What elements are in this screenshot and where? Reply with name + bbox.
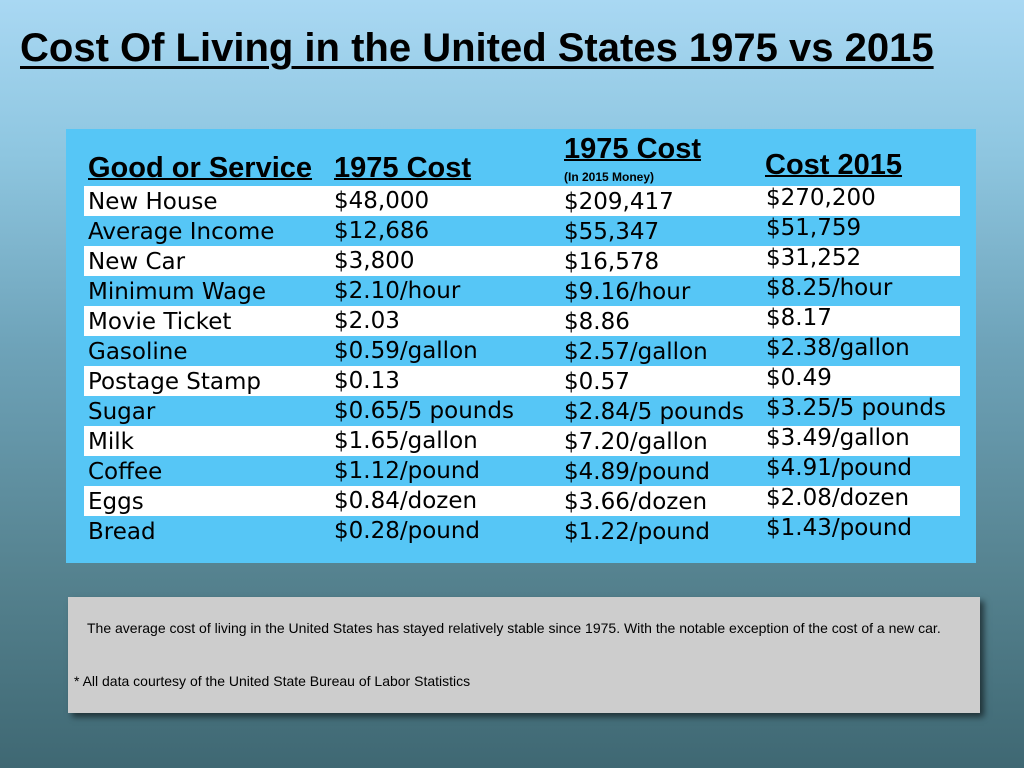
header-1975-cost-adjusted: 1975 Cost — [564, 133, 702, 165]
cell-good-or-service: Milk — [88, 429, 134, 455]
cell-1975-cost-adjusted: $9.16/hour — [564, 279, 691, 305]
cell-cost-2015: $8.17 — [766, 305, 832, 331]
note-box: The average cost of living in the United… — [68, 597, 980, 713]
cell-cost-2015: $31,252 — [766, 245, 862, 271]
cell-good-or-service: Bread — [88, 519, 156, 545]
cell-1975-cost: $1.65/gallon — [334, 428, 478, 454]
cell-good-or-service: New House — [88, 189, 218, 215]
cell-1975-cost: $3,800 — [334, 248, 415, 274]
cell-1975-cost-adjusted: $55,347 — [564, 219, 660, 245]
cell-cost-2015: $8.25/hour — [766, 275, 893, 301]
cell-good-or-service: Coffee — [88, 459, 163, 485]
table-row: Gasoline $0.59/gallon $2.57/gallon $2.38/ga… — [84, 335, 960, 366]
cell-1975-cost: $2.10/hour — [334, 278, 461, 304]
table-row: Bread $0.28/pound $1.22/pound $1.43/pound — [84, 515, 960, 546]
cell-1975-cost: $0.65/5 pounds — [334, 398, 514, 424]
table-row: Average Income $12,686 $55,347 $51,759 — [84, 215, 960, 246]
cell-1975-cost-adjusted: $2.84/5 pounds — [564, 399, 744, 425]
cell-cost-2015: $0.49 — [766, 365, 832, 391]
table-row: New House $48,000 $209,417 $270,200 — [84, 185, 960, 216]
cell-cost-2015: $270,200 — [766, 185, 876, 211]
cell-cost-2015: $3.25/5 pounds — [766, 395, 946, 421]
table-row: Postage Stamp $0.13 $0.57 $0.49 — [84, 365, 960, 396]
cell-1975-cost-adjusted: $2.57/gallon — [564, 339, 708, 365]
cell-good-or-service: Eggs — [88, 489, 144, 515]
cell-cost-2015: $51,759 — [766, 215, 862, 241]
cell-1975-cost-adjusted: $1.22/pound — [564, 519, 711, 545]
note-summary: The average cost of living in the United… — [87, 620, 941, 636]
cell-good-or-service: Movie Ticket — [88, 309, 232, 335]
cell-1975-cost: $2.03 — [334, 308, 400, 334]
table-row: Milk $1.65/gallon $7.20/gallon $3.49/gallon — [84, 425, 960, 456]
cell-good-or-service: Average Income — [88, 219, 275, 245]
header-1975-cost-adjusted-subtitle: (In 2015 Money) — [564, 170, 655, 184]
cell-1975-cost-adjusted: $209,417 — [564, 189, 674, 215]
cell-1975-cost: $0.59/gallon — [334, 338, 478, 364]
cell-cost-2015: $2.38/gallon — [766, 335, 910, 361]
cell-good-or-service: New Car — [88, 249, 186, 275]
cell-1975-cost: $0.13 — [334, 368, 400, 394]
table-row: Coffee $1.12/pound $4.89/pound $4.91/pound — [84, 455, 960, 486]
header-1975-cost: 1975 Cost — [334, 152, 472, 184]
cell-1975-cost-adjusted: $0.57 — [564, 369, 630, 395]
cell-cost-2015: $1.43/pound — [766, 515, 913, 541]
cell-1975-cost-adjusted: $3.66/dozen — [564, 489, 708, 515]
cell-good-or-service: Gasoline — [88, 339, 188, 365]
cell-1975-cost: $48,000 — [334, 188, 430, 214]
table-row: Minimum Wage $2.10/hour $9.16/hour $8.25/ho… — [84, 275, 960, 306]
cell-1975-cost-adjusted: $16,578 — [564, 249, 660, 275]
cell-1975-cost: $0.84/dozen — [334, 488, 478, 514]
note-source: * All data courtesy of the United State … — [74, 673, 471, 689]
cell-good-or-service: Minimum Wage — [88, 279, 267, 305]
cell-cost-2015: $3.49/gallon — [766, 425, 910, 451]
table-row: New Car $3,800 $16,578 $31,252 — [84, 245, 960, 276]
table-row: Sugar $0.65/5 pounds $2.84/5 pounds $3.25/5… — [84, 395, 960, 426]
cell-1975-cost-adjusted: $8.86 — [564, 309, 630, 335]
cell-good-or-service: Sugar — [88, 399, 156, 425]
cell-cost-2015: $4.91/pound — [766, 455, 913, 481]
cell-1975-cost: $12,686 — [334, 218, 430, 244]
cell-1975-cost: $0.28/pound — [334, 518, 481, 544]
header-good-or-service: Good or Service — [88, 152, 313, 184]
table-row: Eggs $0.84/dozen $3.66/dozen $2.08/dozen — [84, 485, 960, 516]
table-row: Movie Ticket $2.03 $8.86 $8.17 — [84, 305, 960, 336]
cell-cost-2015: $2.08/dozen — [766, 485, 910, 511]
cell-1975-cost: $1.12/pound — [334, 458, 481, 484]
slide-title: Cost Of Living in the United States 1975… — [20, 26, 934, 70]
cell-1975-cost-adjusted: $4.89/pound — [564, 459, 711, 485]
header-cost-2015: Cost 2015 — [765, 149, 903, 181]
cell-good-or-service: Postage Stamp — [88, 369, 261, 395]
cell-1975-cost-adjusted: $7.20/gallon — [564, 429, 708, 455]
